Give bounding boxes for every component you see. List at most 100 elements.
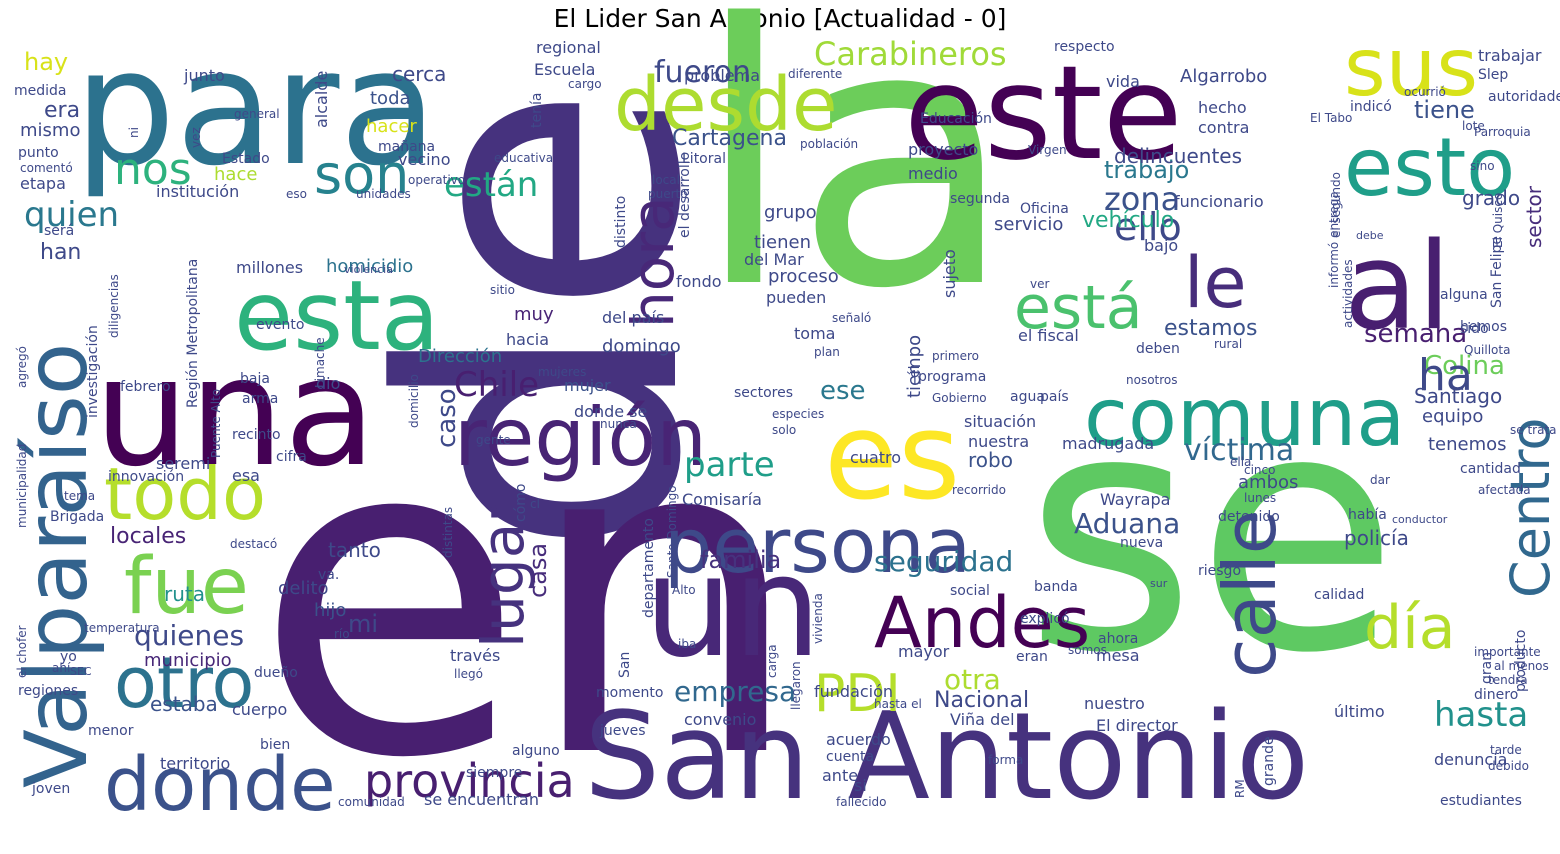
cloud-word: Santiago	[1414, 384, 1503, 408]
cloud-word: Algarrobo	[1180, 66, 1268, 87]
cloud-word: desde	[614, 62, 838, 148]
cloud-word: tenemos	[1428, 434, 1507, 455]
cloud-word: debe	[1356, 229, 1384, 242]
cloud-word: esa	[232, 466, 260, 485]
cloud-word: Gobierno	[932, 391, 987, 405]
cloud-word: problema	[684, 66, 761, 85]
cloud-word: ver	[1030, 277, 1050, 291]
cloud-word: proceso	[768, 266, 839, 287]
cloud-word: toma	[794, 324, 836, 343]
cloud-word: bien	[260, 737, 291, 753]
cloud-word: distinto	[613, 195, 629, 248]
cloud-word: punto	[18, 145, 59, 161]
cloud-word: se	[1024, 341, 1399, 725]
cloud-word: caso	[432, 388, 462, 448]
cloud-word: domicilio	[407, 374, 421, 428]
cloud-word: para	[74, 14, 438, 201]
cloud-word: evento	[256, 317, 305, 333]
cloud-word: sujeto	[940, 249, 959, 298]
cloud-word: semana	[1364, 319, 1468, 349]
cloud-word: eso	[286, 187, 307, 201]
cloud-word: situación	[964, 412, 1037, 431]
cloud-word: quien	[24, 195, 120, 235]
cloud-word: El director	[1096, 716, 1178, 735]
cloud-word: respecto	[1054, 39, 1115, 55]
cloud-word: donde se	[574, 402, 648, 421]
cloud-word: Carabineros	[814, 35, 1007, 73]
cloud-word: ella	[1230, 455, 1252, 469]
cloud-word: San	[617, 651, 633, 678]
cloud-word: río	[334, 627, 350, 641]
cloud-word: autoridades	[1488, 89, 1560, 105]
cloud-word: tema	[64, 489, 96, 503]
cloud-word: país	[1040, 389, 1069, 405]
cloud-word: ese	[820, 376, 866, 406]
cloud-word: Dirección	[418, 346, 503, 367]
cloud-word: nosotros	[1126, 373, 1178, 387]
cloud-word: sino	[1470, 159, 1495, 173]
cloud-word: Región Metropolitana	[185, 258, 201, 408]
cloud-word: vivienda	[811, 593, 825, 644]
cloud-word: Parroquia	[1474, 125, 1531, 139]
cloud-word: ha	[1418, 350, 1473, 401]
cloud-word: iba	[678, 637, 697, 651]
cloud-word: puerto	[648, 187, 688, 201]
cloud-word: lunes	[1244, 491, 1277, 505]
cloud-word: departamento	[641, 518, 657, 618]
cloud-word: proyecto	[908, 140, 979, 159]
cloud-word: junto	[184, 66, 225, 85]
cloud-word: fallecido	[836, 795, 887, 809]
cloud-word: sector	[1522, 185, 1546, 248]
cloud-word: quienes	[134, 619, 245, 652]
cloud-word: joven	[32, 781, 71, 797]
cloud-word: debido	[1488, 759, 1529, 773]
cloud-word: el chofer	[15, 625, 29, 678]
cloud-word: otro	[114, 642, 255, 724]
cloud-word: operativo	[408, 173, 466, 187]
cloud-word: programa	[918, 369, 987, 385]
cloud-word: Alto	[672, 583, 696, 597]
cloud-word: municipalidad	[15, 443, 29, 528]
cloud-word: distintas	[441, 506, 455, 558]
cloud-word: banda	[1034, 579, 1078, 595]
cloud-word: baja	[240, 371, 270, 387]
cloud-word: parte	[684, 445, 775, 485]
cloud-word: delito	[278, 578, 329, 599]
cloud-word: empresa	[674, 675, 797, 708]
cloud-word: fueron	[654, 55, 752, 90]
cloud-word: dinero	[1474, 687, 1519, 703]
cloud-word: grande	[1261, 736, 1277, 786]
cloud-word: grupo	[764, 202, 817, 223]
cloud-word: otra	[944, 663, 1001, 696]
cloud-word: diligencias	[107, 274, 121, 338]
cloud-word: temperatura	[84, 621, 160, 635]
word-cloud: de la se en San Antonio para una un este…	[7, 0, 1560, 822]
cloud-word: domingo	[602, 336, 681, 357]
cloud-word: hasta	[1434, 695, 1529, 735]
cloud-word: el fiscal	[1018, 326, 1079, 345]
cloud-word: Centro	[1499, 417, 1560, 598]
cloud-word: hacia	[506, 330, 549, 349]
cloud-word: es	[824, 388, 961, 527]
cloud-word: víctima	[1184, 433, 1295, 468]
cloud-word: general	[234, 107, 280, 121]
cloud-word: lote	[1462, 119, 1485, 133]
cloud-word: ruta	[164, 582, 205, 606]
cloud-word: comentó	[20, 161, 73, 175]
cloud-word: alguno	[512, 743, 560, 759]
cloud-word: Slep	[1478, 67, 1509, 83]
cloud-word: seguridad	[874, 545, 1014, 578]
cloud-word: contra	[1198, 118, 1250, 137]
cloud-word: Andes	[874, 582, 1091, 664]
cloud-word: él	[907, 365, 923, 378]
cloud-word: zona	[1104, 180, 1181, 218]
cloud-word: del	[14, 38, 16, 39]
cloud-word: donde	[104, 742, 336, 828]
cloud-word: Puente Alto	[209, 388, 223, 458]
cloud-word: dio	[316, 374, 341, 393]
cloud-word: siempre	[466, 765, 523, 781]
cloud-word: gente	[476, 433, 511, 447]
cloud-word: en	[254, 342, 804, 854]
cloud-word: hasta el	[874, 697, 922, 711]
cloud-word: cómo	[513, 483, 529, 522]
